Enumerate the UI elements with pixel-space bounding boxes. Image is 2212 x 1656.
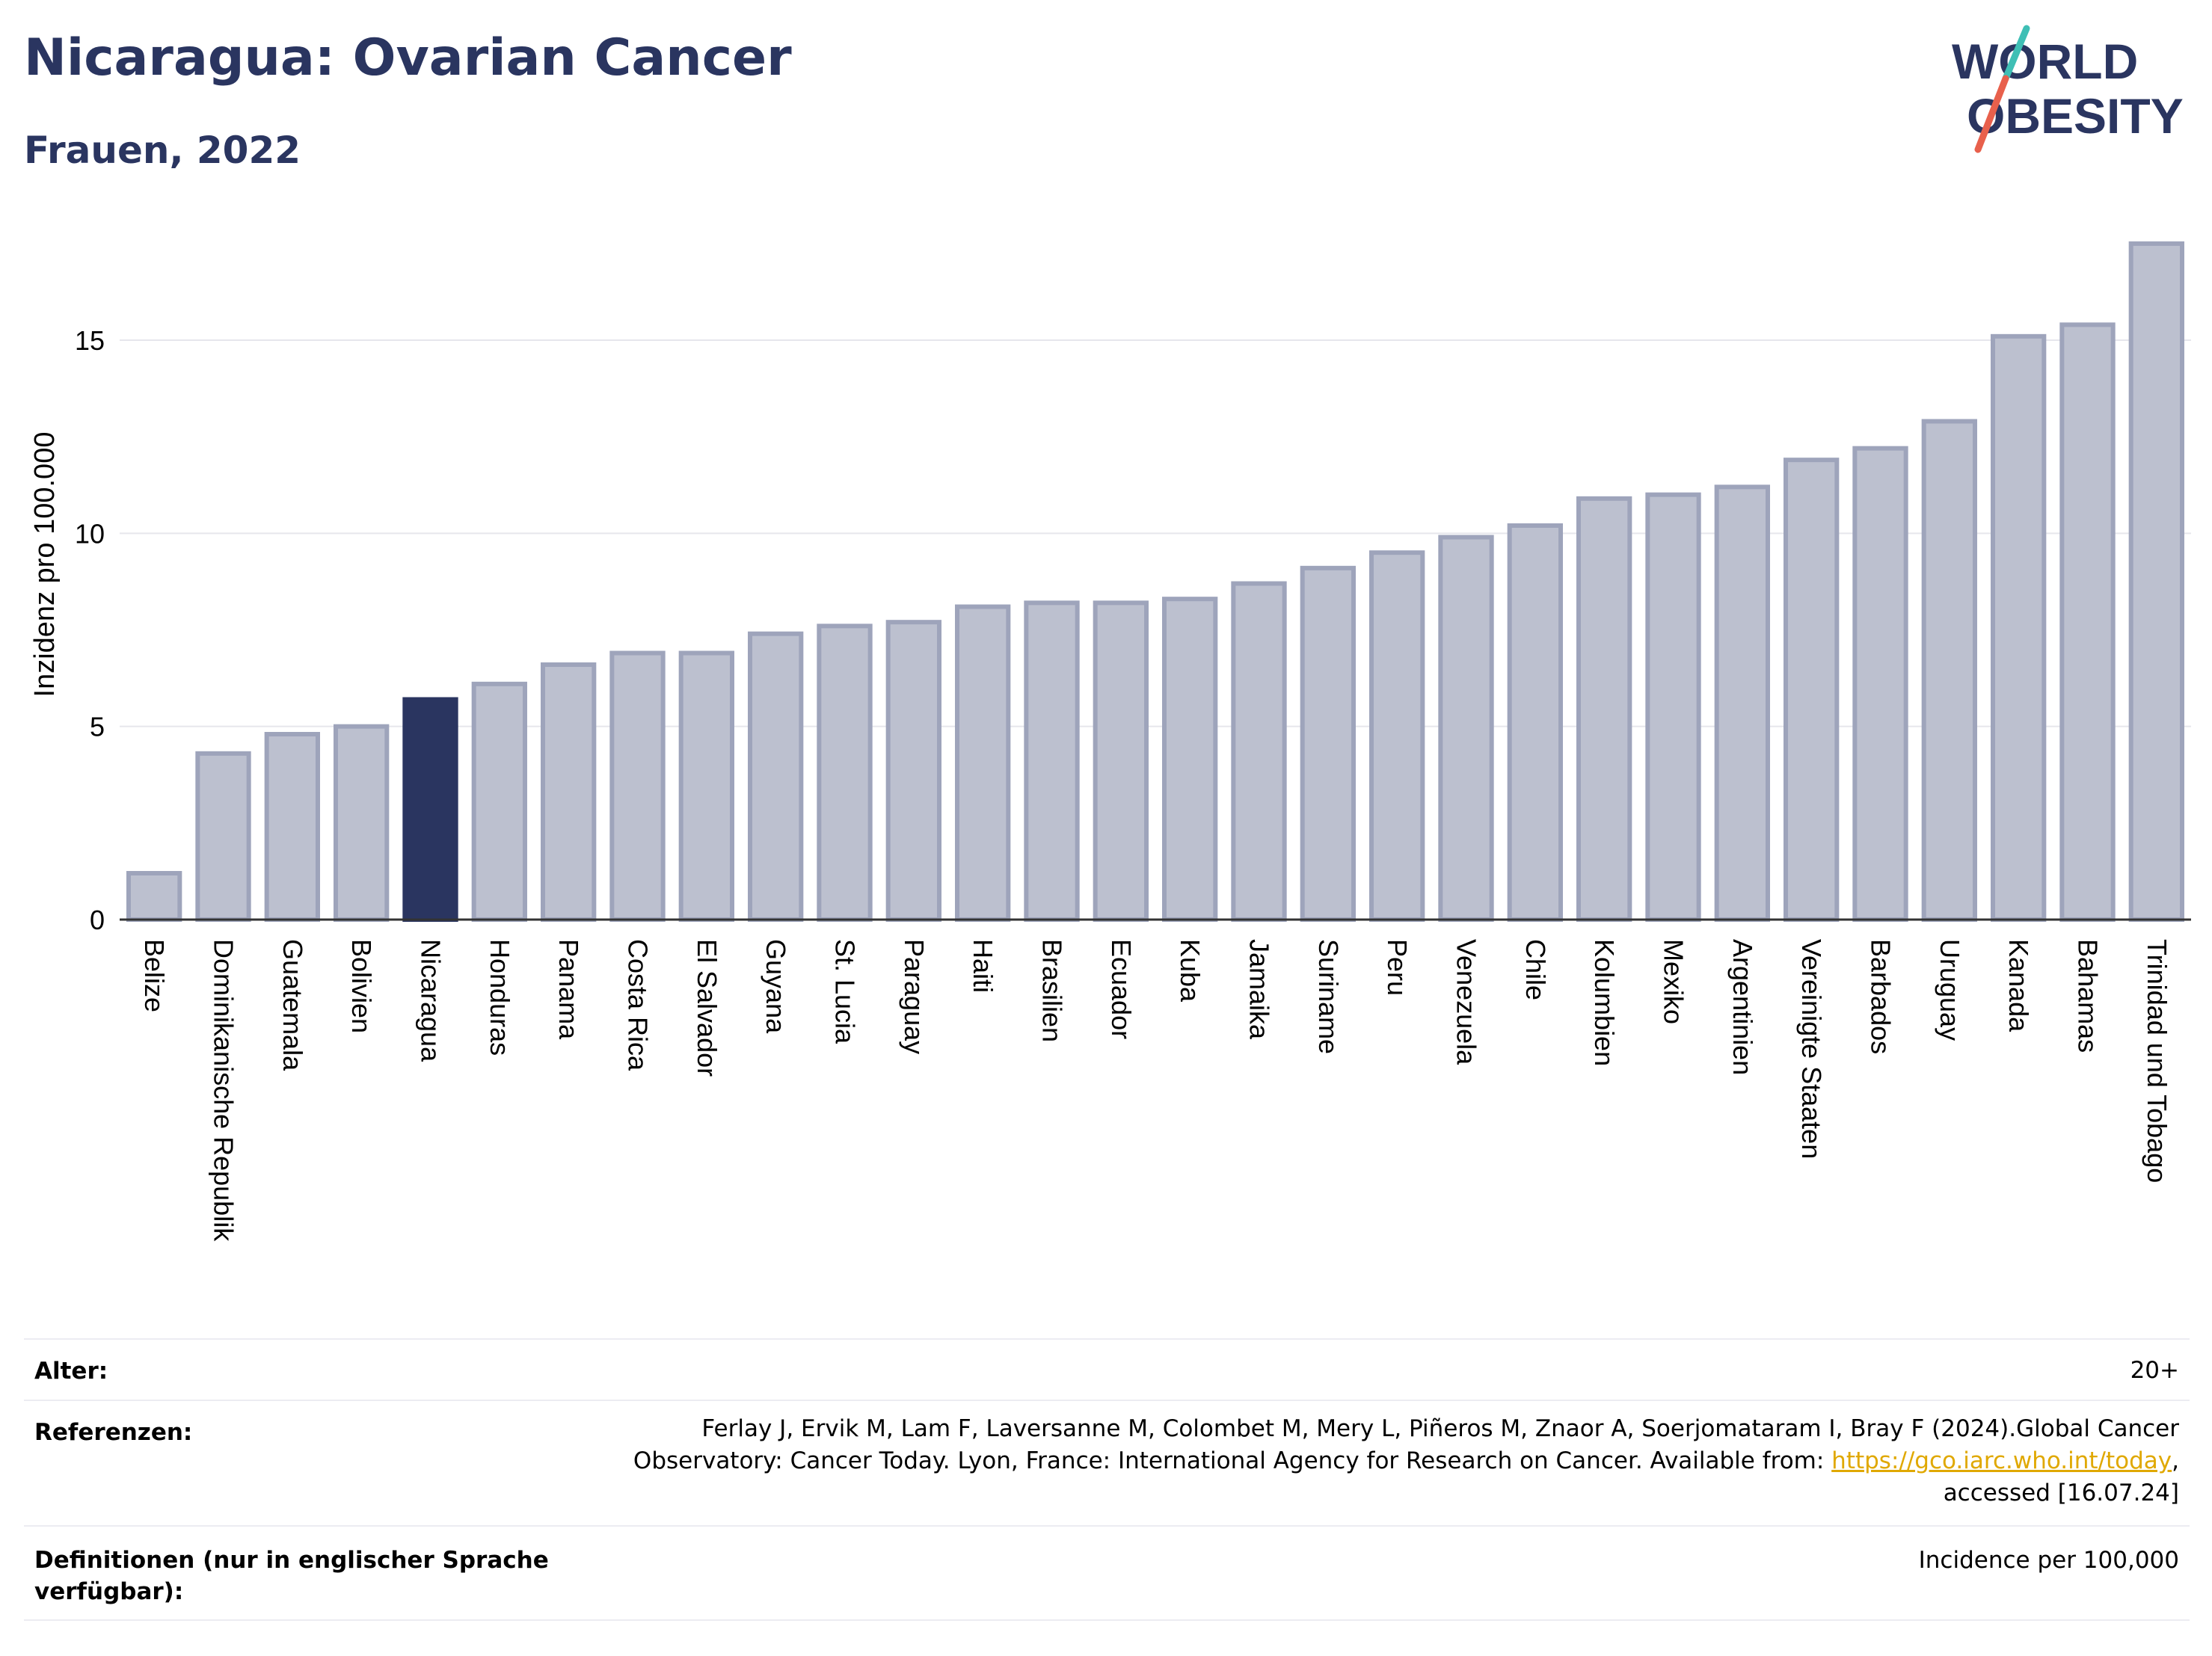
- bar-dominikanische-republik: [195, 751, 251, 922]
- bar-uruguay: [1921, 419, 1977, 922]
- x-tick-label: Vereinigte Staaten: [1796, 939, 1827, 1159]
- x-tick-label: Barbados: [1866, 939, 1896, 1054]
- footer-separator: [24, 1525, 2190, 1527]
- reference-line2-text: Observatory: Cancer Today. Lyon, France:…: [633, 1447, 1832, 1474]
- age-value: 20+: [2130, 1357, 2179, 1384]
- bar-kuba: [1162, 597, 1218, 923]
- bar-belize: [126, 871, 182, 922]
- reference-label: Referenzen:: [34, 1419, 193, 1446]
- footer-reference-row: Referenzen: Ferlay J, Ervik M, Lam F, La…: [24, 1413, 2190, 1525]
- y-axis-label: Inzidenz pro 100.000: [29, 432, 61, 698]
- definition-label-line1: Definitionen (nur in englischer Sprache: [34, 1547, 549, 1574]
- definition-value: Incidence per 100,000: [1918, 1547, 2179, 1574]
- bar-argentinien: [1714, 484, 1770, 922]
- reference-line2: Observatory: Cancer Today. Lyon, France:…: [384, 1445, 2179, 1477]
- x-tick-label: Kolumbien: [1589, 939, 1620, 1066]
- reference-line1: Ferlay J, Ervik M, Lam F, Laversanne M, …: [701, 1415, 2179, 1442]
- age-label: Alter:: [34, 1358, 108, 1385]
- x-tick-label: Venezuela: [1451, 939, 1482, 1065]
- x-tick-label: Costa Rica: [623, 939, 654, 1071]
- bar-barbados: [1852, 446, 1908, 922]
- x-tick-label: Belize: [139, 939, 170, 1012]
- bar-trinidad-und-tobago: [2128, 241, 2184, 923]
- grid-lines: [120, 339, 2191, 727]
- x-tick-label: Nicaragua: [416, 939, 446, 1062]
- bar-vereinigte-staaten: [1784, 458, 1840, 922]
- logo-slash-red-icon: [1974, 75, 2009, 153]
- x-tick-label: Brasilien: [1037, 939, 1068, 1042]
- x-tick-label: Kuba: [1175, 939, 1205, 1003]
- x-tick-label: Haiti: [968, 939, 998, 993]
- x-tick-label: Chile: [1520, 939, 1551, 1000]
- bar-jamaika: [1231, 581, 1287, 922]
- x-tick-label: Bolivien: [346, 939, 377, 1033]
- bar-ecuador: [1093, 600, 1149, 922]
- x-tick-label: Jamaika: [1244, 939, 1275, 1040]
- footer-separator: [24, 1400, 2190, 1401]
- footer-age-row: Alter: 20+: [24, 1355, 2190, 1392]
- x-tick-label: Guyana: [761, 939, 791, 1034]
- bar-nicaragua: [402, 697, 458, 922]
- bar-guatemala: [264, 732, 320, 922]
- bar-peru: [1369, 550, 1425, 923]
- reference-link[interactable]: https://gco.iarc.who.int/today: [1831, 1447, 2172, 1474]
- bars: [126, 241, 2184, 923]
- bar-kanada: [1991, 333, 2047, 923]
- reference-line2-end: ,: [2172, 1447, 2179, 1474]
- bar-mexiko: [1645, 492, 1701, 922]
- page-title: Nicaragua: Ovarian Cancer: [24, 28, 792, 87]
- bar-chart: 0 5 10 15 Belize Dominikanische Republik Guate…: [29, 241, 2191, 1242]
- x-tick-label: Uruguay: [1935, 939, 1965, 1041]
- x-tick-label: Bahamas: [2073, 939, 2104, 1053]
- bar-costa-rica: [609, 650, 666, 922]
- y-tick-label: 15: [75, 325, 105, 356]
- bar-brasilien: [1024, 600, 1080, 922]
- logo-line2: OBESITY: [1967, 88, 2184, 144]
- x-tick-label: Mexiko: [1659, 939, 1689, 1024]
- x-tick-label: St. Lucia: [830, 939, 861, 1044]
- bar-kolumbien: [1576, 496, 1632, 922]
- footer-separator: [24, 1619, 2190, 1621]
- y-tick-label: 0: [90, 905, 105, 935]
- reference-text: Ferlay J, Ervik M, Lam F, Laversanne M, …: [384, 1413, 2179, 1509]
- bar-suriname: [1300, 565, 1356, 922]
- bar-honduras: [471, 681, 527, 922]
- bar-bolivien: [334, 724, 390, 923]
- logo-slash-teal-icon: [2002, 25, 2030, 82]
- x-tick-label: Peru: [1382, 939, 1413, 996]
- bar-haiti: [955, 604, 1011, 922]
- x-tick-label: Suriname: [1313, 939, 1344, 1054]
- logo-line1: WORLD: [1952, 34, 2138, 89]
- bar-st-lucia: [817, 624, 873, 922]
- bar-bahamas: [2059, 322, 2116, 923]
- footer-definition-row: Definitionen (nur in englischer Sprache …: [24, 1540, 2190, 1615]
- x-tick-label: Panama: [553, 939, 584, 1040]
- x-tick-label: Trinidad und Tobago: [2142, 939, 2172, 1183]
- bar-panama: [541, 662, 597, 922]
- definition-label: Definitionen (nur in englischer Sprache …: [34, 1545, 549, 1607]
- footer-separator: [24, 1338, 2190, 1340]
- world-obesity-logo: WORLD OBESITY: [1952, 25, 2184, 153]
- x-tick-label: Argentinien: [1727, 939, 1758, 1075]
- tick-labels: 0 5 10 15 Belize Dominikanische Republik Guate…: [75, 325, 2172, 1242]
- x-tick-label: Kanada: [2003, 939, 2034, 1032]
- bar-chile: [1507, 523, 1563, 922]
- x-tick-label: Paraguay: [899, 939, 930, 1054]
- bar-el-salvador: [678, 650, 734, 922]
- x-tick-label: Dominikanische Republik: [209, 939, 239, 1242]
- bar-guyana: [748, 631, 804, 923]
- reference-line3: accessed [16.07.24]: [1943, 1480, 2179, 1506]
- x-tick-label: Honduras: [485, 939, 515, 1056]
- bar-paraguay: [885, 620, 941, 923]
- definition-label-line2: verfügbar):: [34, 1578, 184, 1605]
- x-tick-label: Guatemala: [277, 939, 308, 1071]
- x-tick-label: Ecuador: [1106, 939, 1137, 1039]
- y-tick-label: 10: [75, 518, 105, 549]
- bar-venezuela: [1438, 535, 1494, 922]
- x-tick-label: El Salvador: [692, 939, 722, 1077]
- page-subtitle: Frauen, 2022: [24, 129, 301, 172]
- y-tick-label: 5: [90, 712, 105, 742]
